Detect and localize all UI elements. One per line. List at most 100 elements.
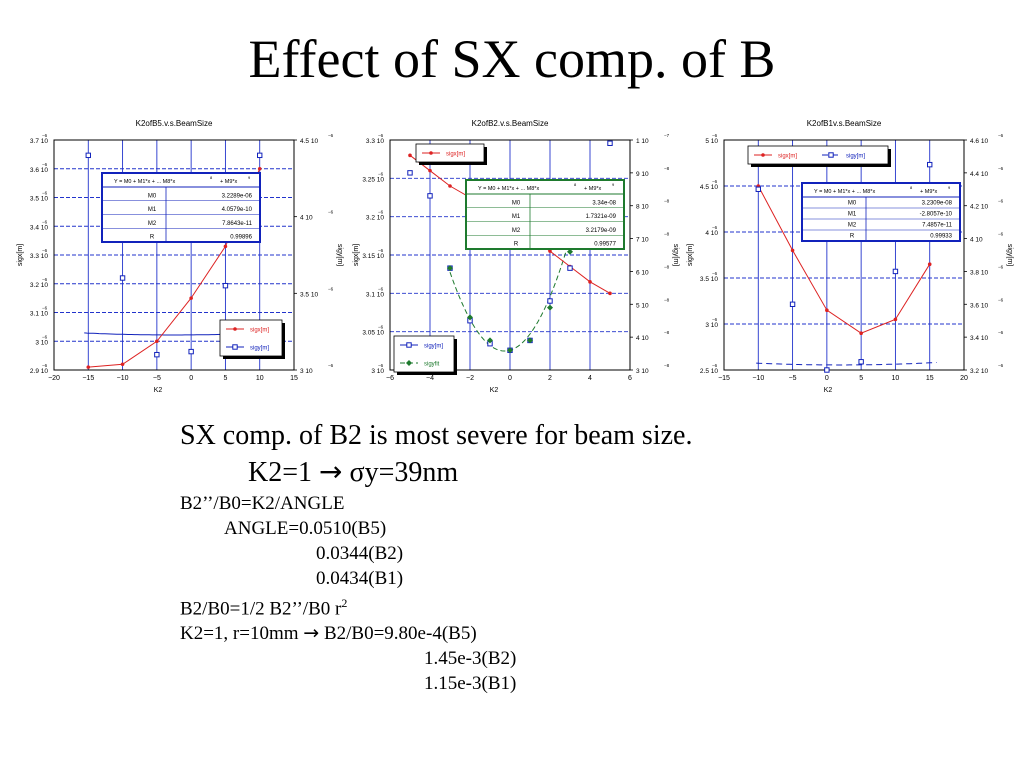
y-tick-label-right: 9 10 (636, 171, 649, 178)
y-tick-label-left: 3 10 (35, 339, 48, 346)
x-tick-label: 0 (825, 375, 829, 382)
y-tick-exp-left: −6 (42, 363, 48, 368)
y-tick-exp-right: −8 (664, 264, 670, 269)
y-tick-label-left: 3.25 10 (362, 176, 384, 183)
y-tick-label-left: 3.7 10 (30, 138, 48, 145)
x-axis-label: K2 (824, 387, 833, 394)
legend-label: sigy[m] (846, 154, 865, 160)
y-tick-label-left: 3.2 10 (366, 215, 384, 222)
y-tick-label-left: 3.1 10 (30, 311, 48, 318)
text-line-7-a: B2/B0=1/2 B2’’/B0 r (180, 598, 342, 620)
y-tick-exp-right: −6 (998, 330, 1004, 335)
data-point-sigyfit (547, 304, 553, 311)
x-tick-label: 0 (189, 375, 193, 382)
x-tick-label: 6 (628, 375, 632, 382)
chart-k2-b2: K2ofB2.v.s.BeamSize −6 −4 −2 0 2 4 6 3 10 −6 3.05 … (350, 116, 680, 406)
data-point-sigy[m] (789, 301, 796, 307)
text-line-7: B2/B0=1/2 B2’’/B0 r2 (180, 591, 980, 621)
text-line-8: K2=1, r=10mm → B2/B0=9.80e-4(B5) (180, 621, 980, 646)
fit-table-key: M1 (848, 212, 857, 218)
y-axis-label-right: sigy[m] (336, 244, 343, 266)
y-tick-label-left: 3.5 10 (30, 196, 48, 203)
fit-table-header-sup: 8 (574, 182, 577, 187)
y-tick-exp-left: −6 (42, 277, 48, 282)
data-point-sigx[m] (608, 291, 612, 296)
fit-table-header-tail: + M9*x (584, 186, 602, 192)
y-tick-exp-right: −6 (998, 232, 1004, 237)
text-line-8-b: B2/B0=9.80e-4(B5) (319, 623, 477, 645)
fit-table-key: M1 (148, 207, 157, 213)
y-tick-exp-right: −8 (664, 199, 670, 204)
legend-box (415, 143, 485, 163)
x-tick-label: 10 (892, 375, 900, 382)
fit-table-key: M2 (848, 223, 857, 229)
y-tick-label-right: 4.5 10 (300, 138, 318, 145)
y-tick-exp-right: −6 (328, 210, 334, 215)
chart-k2-b1: K2ofB1v.s.BeamSize −15 −10 −5 0 5 10 15 20 2.5 10… (684, 116, 1014, 406)
data-point-sigx[m] (86, 365, 91, 369)
fit-table-frame (101, 172, 261, 243)
fit-table-value: 4.0579e-10 (222, 207, 253, 213)
legend-box (393, 335, 455, 373)
fit-table-value: 3.2309e-08 (922, 201, 953, 207)
data-point-sigx[m] (825, 308, 829, 312)
sigma-symbol: σ (342, 457, 365, 488)
chart-svg: K2ofB5.v.s.BeamSize −20 −15 −10 −5 0 5 10 15 2.9 … (17, 119, 343, 394)
y-tick-exp-right: −8 (664, 297, 670, 302)
y-tick-label-right: 7 10 (636, 237, 649, 244)
legend-box (219, 319, 283, 357)
slide-title: Effect of SX comp. of B (248, 29, 776, 89)
text-line-8-a: K2=1, r=10mm (180, 623, 304, 645)
y-tick-label-left: 3.5 10 (700, 276, 718, 283)
fit-curve (756, 362, 937, 366)
y-tick-label-right: 3 10 (636, 368, 649, 375)
y-tick-exp-right: −8 (664, 363, 670, 368)
fit-table-key: M1 (512, 214, 521, 220)
y-tick-label-left: 4.5 10 (700, 184, 718, 191)
y-tick-exp-right: −6 (998, 133, 1004, 138)
y-tick-label-right: 3.8 10 (970, 269, 988, 276)
chart-title: K2ofB2.v.s.BeamSize (472, 119, 549, 128)
y-tick-exp-left: −6 (378, 325, 384, 330)
y-tick-exp-left: −6 (42, 306, 48, 311)
y-tick-label-right: 3 10 (300, 368, 313, 375)
y-tick-label-right: 4 10 (636, 335, 649, 342)
plot-frame (723, 139, 965, 371)
y-tick-exp-left: −6 (712, 363, 718, 368)
legend-label: sigy[m] (250, 346, 269, 352)
y-tick-exp-right: −7 (664, 133, 670, 138)
legend-label: sigyfit (424, 362, 440, 368)
y-tick-exp-right: −6 (998, 166, 1004, 171)
y-tick-exp-right: −6 (328, 286, 334, 291)
text-line-2-b: y=39nm (364, 457, 459, 488)
fit-table-key: M2 (512, 228, 521, 234)
chart-svg: K2ofB1v.s.BeamSize −15 −10 −5 0 5 10 15 20 2.5 10… (687, 119, 1013, 394)
fit-table: Y = M0 + M1*x + ... M8*x 8 + M9*x 9 M0 3.2289… (101, 172, 261, 243)
chart-title: K2ofB1v.s.BeamSize (807, 119, 882, 128)
text-line-6: 0.0434(B1) (316, 568, 404, 589)
fit-table-value: 0.99896 (230, 235, 252, 241)
y-tick-label-left: 3.2 10 (30, 282, 48, 289)
fit-table-key: R (514, 242, 519, 248)
data-point-sigx[m] (588, 280, 592, 284)
y-tick-label-right: 3.4 10 (970, 335, 988, 342)
y-tick-label-left: 2.9 10 (30, 368, 48, 375)
data-point-sigx[m] (408, 153, 412, 158)
data-point-sigx[m] (893, 317, 898, 322)
legend: sigx[m] sigy[m] (219, 319, 285, 359)
fit-table-value: 0.99933 (930, 234, 952, 240)
x-tick-label: 10 (256, 375, 264, 382)
y-tick-exp-right: −8 (664, 166, 670, 171)
y-tick-exp-left: −6 (712, 133, 718, 138)
y-tick-label-right: 4 10 (970, 237, 983, 244)
y-tick-label-left: 3.3 10 (366, 138, 384, 145)
x-tick-label: 15 (926, 375, 934, 382)
data-point-sigy[m] (858, 359, 864, 365)
data-point-sigyfit (467, 314, 473, 321)
data-point-sigy[m] (154, 351, 160, 358)
x-tick-label: 4 (588, 375, 592, 382)
legend-swatch-marker (761, 153, 765, 157)
legend-swatch-marker (232, 344, 238, 350)
y-tick-label-right: 8 10 (636, 204, 649, 211)
fit-table-key: R (150, 235, 155, 241)
